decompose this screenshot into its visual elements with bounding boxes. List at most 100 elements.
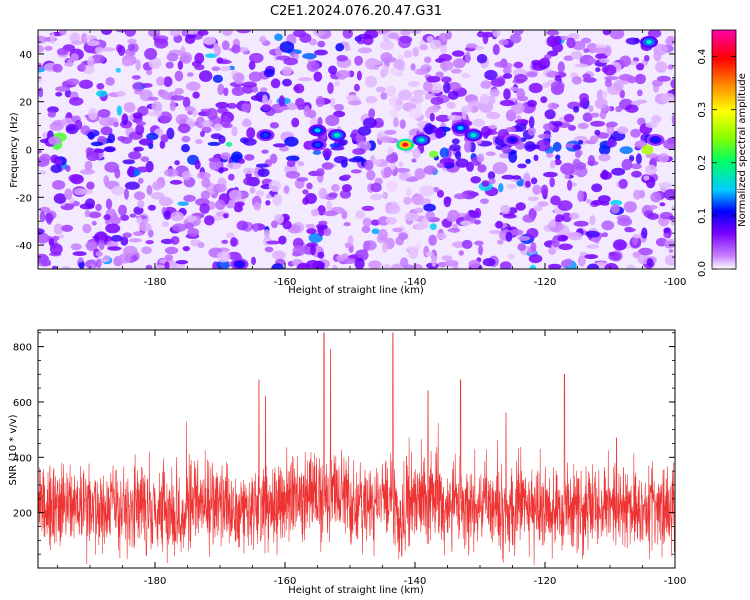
heatmap-cell: [499, 261, 512, 269]
x-tick-label: -100: [664, 576, 687, 587]
heatmap-cell: [405, 246, 420, 253]
heatmap-cell: [428, 234, 437, 246]
heatmap-cell: [317, 251, 325, 259]
heatmap-cell: [317, 116, 323, 127]
heatmap-cell: [526, 228, 539, 239]
heatmap-cell: [236, 30, 251, 34]
heatmap-cell: [133, 191, 146, 201]
heatmap-cell: [250, 95, 264, 101]
y-tick-label: -20: [16, 193, 32, 204]
heatmap-cell: [154, 38, 169, 49]
heatmap-cell: [251, 256, 256, 266]
heatmap-cell: [645, 122, 658, 128]
heatmap-cell: [595, 53, 608, 60]
heatmap-cell: [638, 247, 653, 256]
heatmap-cell: [594, 129, 601, 136]
heatmap-cell: [632, 233, 642, 239]
heatmap-cell: [423, 203, 436, 212]
heatmap-cell: [313, 30, 327, 37]
heatmap-cell: [357, 33, 372, 40]
heatmap-cell: [647, 30, 662, 38]
snr-series-line: [38, 332, 675, 566]
heatmap-cell: [123, 245, 138, 257]
heatmap-cell: [532, 184, 542, 195]
heatmap-cell: [625, 104, 639, 113]
heatmap-cell: [617, 217, 633, 227]
heatmap-cell: [144, 48, 158, 60]
heatmap-cell: [458, 250, 464, 256]
heatmap-cell: [574, 63, 588, 68]
heatmap-cell: [298, 77, 313, 82]
heatmap-cell: [70, 243, 82, 251]
heatmap-peak-core: [418, 137, 425, 142]
colorbar-tick-label: 0.0: [697, 261, 708, 277]
heatmap-cell: [543, 123, 555, 131]
heatmap-cell: [527, 126, 536, 136]
heatmap-cell: [279, 41, 295, 53]
heatmap-cell: [271, 263, 284, 269]
heatmap-cell: [455, 158, 469, 168]
heatmap-cell: [147, 96, 159, 101]
heatmap-cell: [424, 92, 431, 100]
heatmap-cell: [492, 44, 500, 56]
heatmap-cell: [177, 123, 191, 134]
heatmap-cell: [316, 168, 325, 177]
heatmap-cell: [362, 117, 377, 129]
heatmap-cell: [127, 43, 135, 52]
heatmap-cell: [328, 192, 338, 198]
heatmap-cell: [512, 175, 522, 180]
heatmap-cell: [632, 57, 640, 62]
heatmap-cell: [478, 244, 484, 256]
heatmap-cell: [160, 134, 169, 143]
heatmap-cell: [215, 199, 226, 211]
heatmap-cell: [525, 158, 531, 164]
heatmap-cell: [380, 52, 393, 63]
heatmap-cell: [248, 71, 262, 82]
heatmap-cell: [540, 96, 548, 104]
heatmap-cell: [242, 167, 256, 174]
x-tick-label: -100: [664, 277, 687, 288]
heatmap-cell: [98, 238, 105, 251]
heatmap-cell: [306, 182, 313, 190]
heatmap-cell: [571, 50, 583, 60]
heatmap-cell: [601, 169, 609, 180]
heatmap-cell: [411, 193, 424, 206]
heatmap-cell: [363, 159, 374, 171]
heatmap-cell: [499, 152, 511, 159]
heatmap-cell: [91, 221, 97, 226]
heatmap-cell: [64, 62, 74, 67]
heatmap-cell: [357, 126, 372, 136]
heatmap-cell: [278, 235, 287, 245]
heatmap-cell: [292, 251, 301, 257]
heatmap-cell: [325, 114, 340, 127]
heatmap-cell: [84, 198, 96, 209]
heatmap-cell: [174, 160, 180, 166]
heatmap-cell: [272, 193, 283, 206]
heatmap-cell: [424, 56, 432, 64]
heatmap-cell: [116, 105, 122, 116]
heatmap-cell: [58, 234, 65, 239]
heatmap-cell: [644, 55, 650, 62]
heatmap-cell: [158, 111, 173, 123]
heatmap-cell: [180, 52, 193, 64]
heatmap-cell: [316, 223, 328, 230]
heatmap-cell: [596, 89, 604, 101]
heatmap-cell: [517, 163, 527, 169]
heatmap-cell: [525, 144, 541, 150]
heatmap-cell: [38, 228, 45, 235]
heatmap-cell: [587, 58, 597, 64]
heatmap-cell: [122, 159, 136, 165]
heatmap-cell: [282, 220, 292, 230]
heatmap-cell: [183, 194, 196, 202]
heatmap-cell: [447, 90, 459, 100]
heatmap-cell: [333, 156, 349, 164]
heatmap-cell: [464, 140, 472, 153]
heatmap-cell: [531, 59, 541, 66]
heatmap-cell: [101, 47, 116, 52]
heatmap-cell: [249, 187, 256, 194]
heatmap-cell: [105, 198, 113, 210]
heatmap-cell: [609, 30, 625, 40]
heatmap-cell: [97, 109, 111, 118]
heatmap-cell: [216, 251, 231, 263]
heatmap-cell: [505, 127, 518, 132]
